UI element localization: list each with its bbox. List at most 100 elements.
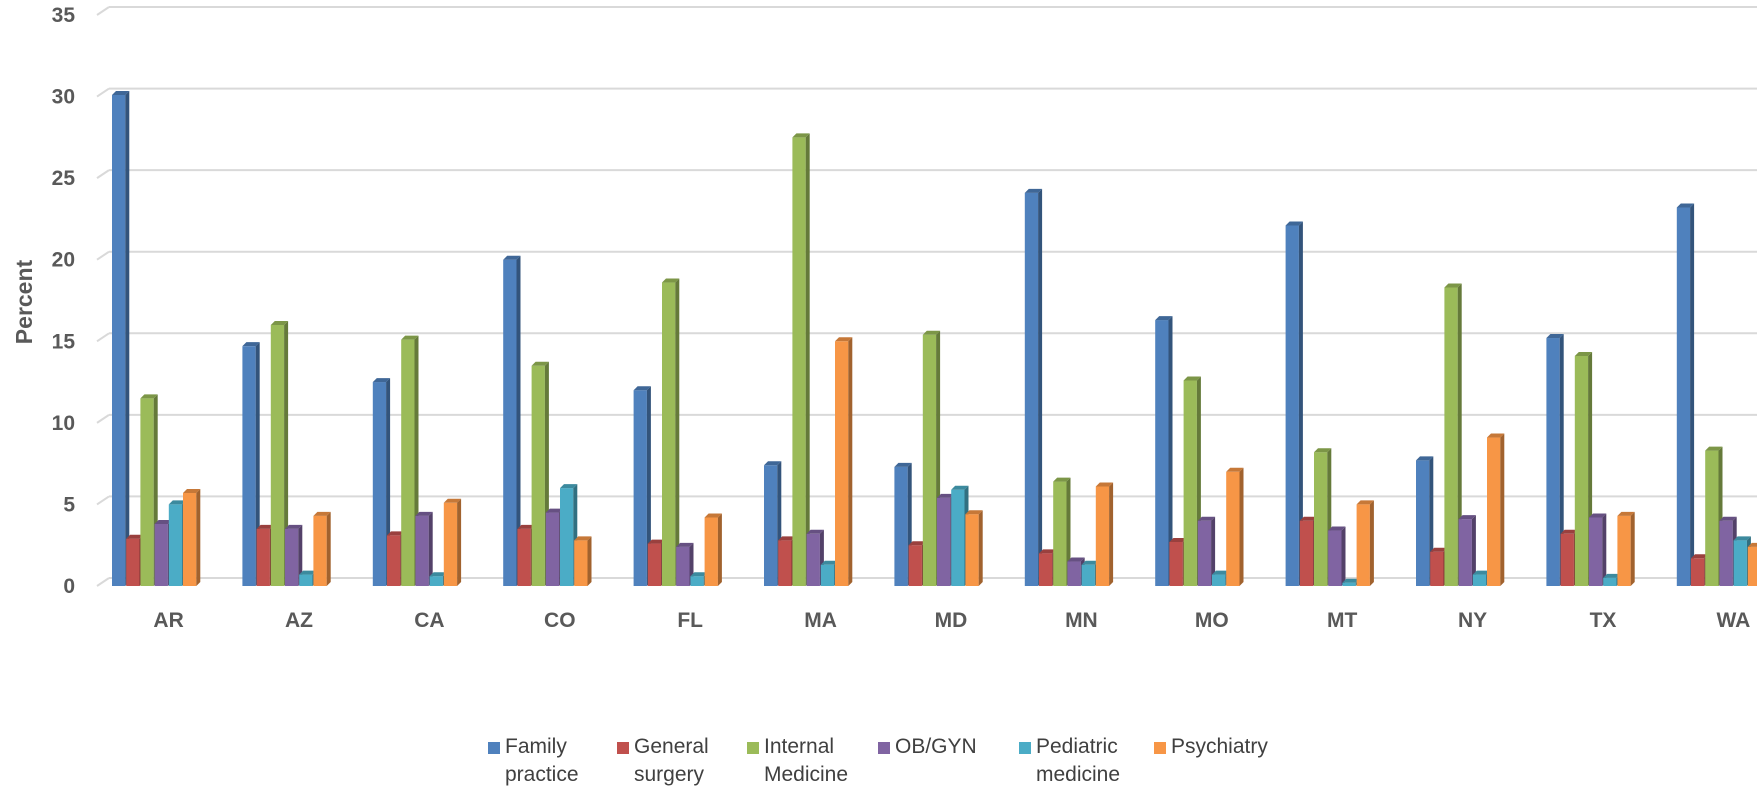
bar-top	[517, 524, 535, 529]
bar-top	[922, 330, 941, 335]
x-tick-label: MD	[935, 609, 968, 632]
bar-side	[1341, 526, 1346, 586]
bar-front	[1212, 574, 1226, 586]
y-axis-ticks: 0 5 10 15 20 25 30 35	[52, 4, 76, 598]
bar-front	[937, 497, 951, 586]
bar	[1024, 188, 1043, 586]
bar-front	[894, 466, 908, 586]
bar-top	[1155, 316, 1173, 321]
bar-front	[1676, 207, 1691, 586]
bar-top	[820, 560, 839, 565]
bar-side	[1559, 334, 1564, 586]
bar-top	[1067, 557, 1085, 562]
bar-front	[1024, 192, 1039, 586]
bar-top	[372, 378, 391, 383]
bar-top	[1487, 433, 1505, 438]
bar-side	[284, 320, 289, 586]
bar-front	[256, 528, 270, 586]
legend-swatch	[1019, 742, 1031, 754]
bar-side	[1630, 511, 1635, 586]
bar-side	[255, 342, 260, 586]
bar-front	[1546, 338, 1560, 586]
bar-front	[1183, 380, 1197, 586]
bar	[285, 524, 303, 586]
bar-front	[1705, 450, 1719, 586]
bar-front	[1603, 577, 1617, 586]
bar-front	[820, 564, 835, 586]
bar-front	[965, 514, 979, 586]
bar	[560, 484, 578, 586]
legend-item: OB/GYN	[878, 735, 977, 758]
legend-swatch	[488, 742, 500, 754]
bar-front	[1560, 533, 1574, 586]
bar	[313, 511, 331, 586]
bar-top	[1356, 500, 1374, 505]
bar-top	[937, 493, 955, 498]
bar-front	[313, 515, 327, 586]
bar-front	[1095, 486, 1110, 586]
bar-top	[1733, 536, 1751, 541]
bar	[1328, 526, 1346, 586]
bar-top	[1081, 560, 1099, 565]
bar-front	[270, 324, 285, 586]
bar-side	[646, 386, 651, 586]
bar-top	[401, 335, 419, 340]
bar	[1747, 542, 1757, 586]
bar-top	[256, 524, 274, 529]
bar-top	[1299, 516, 1318, 521]
bar-top	[299, 570, 317, 575]
bar-side	[1239, 467, 1244, 586]
bar-side	[1690, 203, 1695, 586]
bar-top	[662, 278, 680, 283]
bar	[792, 133, 810, 586]
bar	[1546, 334, 1564, 586]
x-tick-label: CO	[544, 609, 576, 632]
bar-top	[806, 529, 824, 534]
bar	[1095, 482, 1114, 586]
gridline-depth	[96, 169, 110, 179]
bar-front	[1472, 574, 1487, 586]
bar-front	[1299, 520, 1314, 586]
legend-swatch	[747, 742, 759, 754]
bar-front	[690, 576, 704, 586]
bar-top	[429, 572, 447, 577]
gridline-depth	[96, 87, 110, 98]
bar-top	[1314, 448, 1332, 453]
bar-front	[662, 282, 676, 586]
bar-front	[1589, 517, 1603, 586]
bar-top	[1444, 283, 1462, 288]
bar-front	[1328, 530, 1342, 586]
bar-front	[560, 488, 574, 586]
y-tick-label: 15	[52, 330, 76, 353]
bar-top	[531, 361, 549, 366]
bar	[1444, 283, 1462, 586]
legend-item: Internal Medicine	[747, 735, 848, 786]
bar-front	[1285, 225, 1299, 586]
bar-side	[1038, 188, 1043, 586]
bar	[183, 489, 201, 586]
gridline-depth	[96, 250, 110, 261]
bar	[1356, 500, 1374, 586]
bar-front	[1719, 520, 1733, 586]
y-tick-label: 10	[52, 412, 75, 435]
bar-front	[1155, 320, 1169, 586]
bar-top	[1705, 446, 1723, 451]
y-tick-label: 0	[63, 575, 75, 598]
bar-front	[647, 543, 662, 586]
x-tick-label: CA	[414, 609, 444, 632]
bar-front	[1487, 437, 1501, 586]
bar-top	[242, 342, 260, 347]
bar-top	[690, 572, 708, 577]
bar-side	[978, 510, 983, 586]
y-tick-label: 5	[63, 493, 75, 516]
bar	[633, 386, 651, 586]
bar-top	[154, 520, 172, 525]
bar-side	[516, 255, 521, 586]
bar-top	[1719, 516, 1737, 521]
bar-front	[1444, 287, 1458, 586]
bar-side	[587, 536, 592, 586]
bar	[574, 536, 592, 586]
bar	[662, 278, 680, 586]
bar-front	[951, 489, 965, 586]
